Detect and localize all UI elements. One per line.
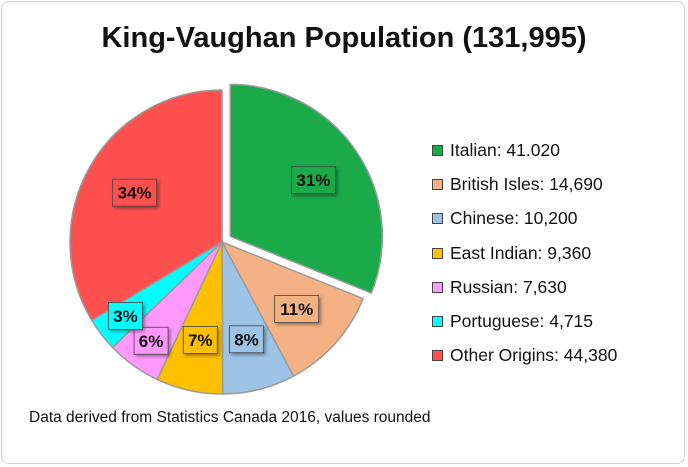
legend-label: East Indian: 9,360 [450, 242, 592, 263]
data-label-box [229, 325, 264, 354]
chart-legend: Italian: 41.020 British Isles: 14,690 Chin… [432, 133, 617, 373]
legend-swatch [432, 247, 443, 259]
legend-item-italian: Italian: 41.020 [432, 133, 617, 167]
data-label-text: 3% [113, 307, 138, 326]
data-label-box [133, 326, 169, 355]
data-label-east-indian: 7% [182, 326, 218, 354]
legend-label: Russian: 7,630 [450, 276, 567, 297]
legend-item-british-isles: British Isles: 14,690 [432, 167, 617, 201]
legend-item-chinese: Chinese: 10,200 [432, 202, 617, 236]
legend-label: Italian: 41.020 [450, 139, 560, 160]
legend-item-russian: Russian: 7,630 [432, 270, 617, 304]
legend-swatch [432, 144, 443, 156]
data-label-russian: 6% [133, 326, 169, 355]
data-label-text: 11% [280, 300, 313, 319]
data-label-text: 6% [139, 332, 164, 351]
data-label-text: 8% [234, 330, 259, 349]
data-label-text: 31% [296, 171, 330, 190]
data-label-box [108, 302, 143, 330]
data-label-portuguese: 3% [108, 302, 143, 330]
legend-label: British Isles: 14,690 [450, 173, 603, 194]
data-label-box [112, 178, 158, 207]
legend-item-east-indian: East Indian: 9,360 [432, 236, 617, 270]
legend-item-portuguese: Portuguese: 4,715 [432, 304, 617, 338]
legend-swatch [432, 316, 443, 328]
legend-item-other-origins: Other Origins: 44,380 [432, 339, 617, 373]
data-label-italian: 31% [290, 166, 336, 195]
legend-swatch [432, 350, 443, 362]
data-label-other-origins: 34% [112, 178, 158, 207]
legend-swatch [432, 281, 443, 293]
legend-label: Chinese: 10,200 [450, 208, 578, 229]
data-label-box [182, 326, 218, 354]
chart-footnote: Data derived from Statistics Canada 2016… [29, 409, 431, 426]
data-label-text: 7% [188, 331, 213, 350]
data-label-text: 34% [118, 184, 152, 203]
legend-swatch [432, 178, 443, 190]
legend-label: Other Origins: 44,380 [450, 345, 618, 366]
legend-label: Portuguese: 4,715 [450, 311, 594, 332]
data-label-box [274, 295, 320, 323]
data-label-british-isles: 11% [274, 295, 320, 323]
data-label-chinese: 8% [229, 325, 264, 354]
legend-swatch [432, 213, 443, 225]
chart-title: King-Vaughan Population (131,995) [101, 22, 587, 54]
data-label-box [290, 166, 336, 195]
